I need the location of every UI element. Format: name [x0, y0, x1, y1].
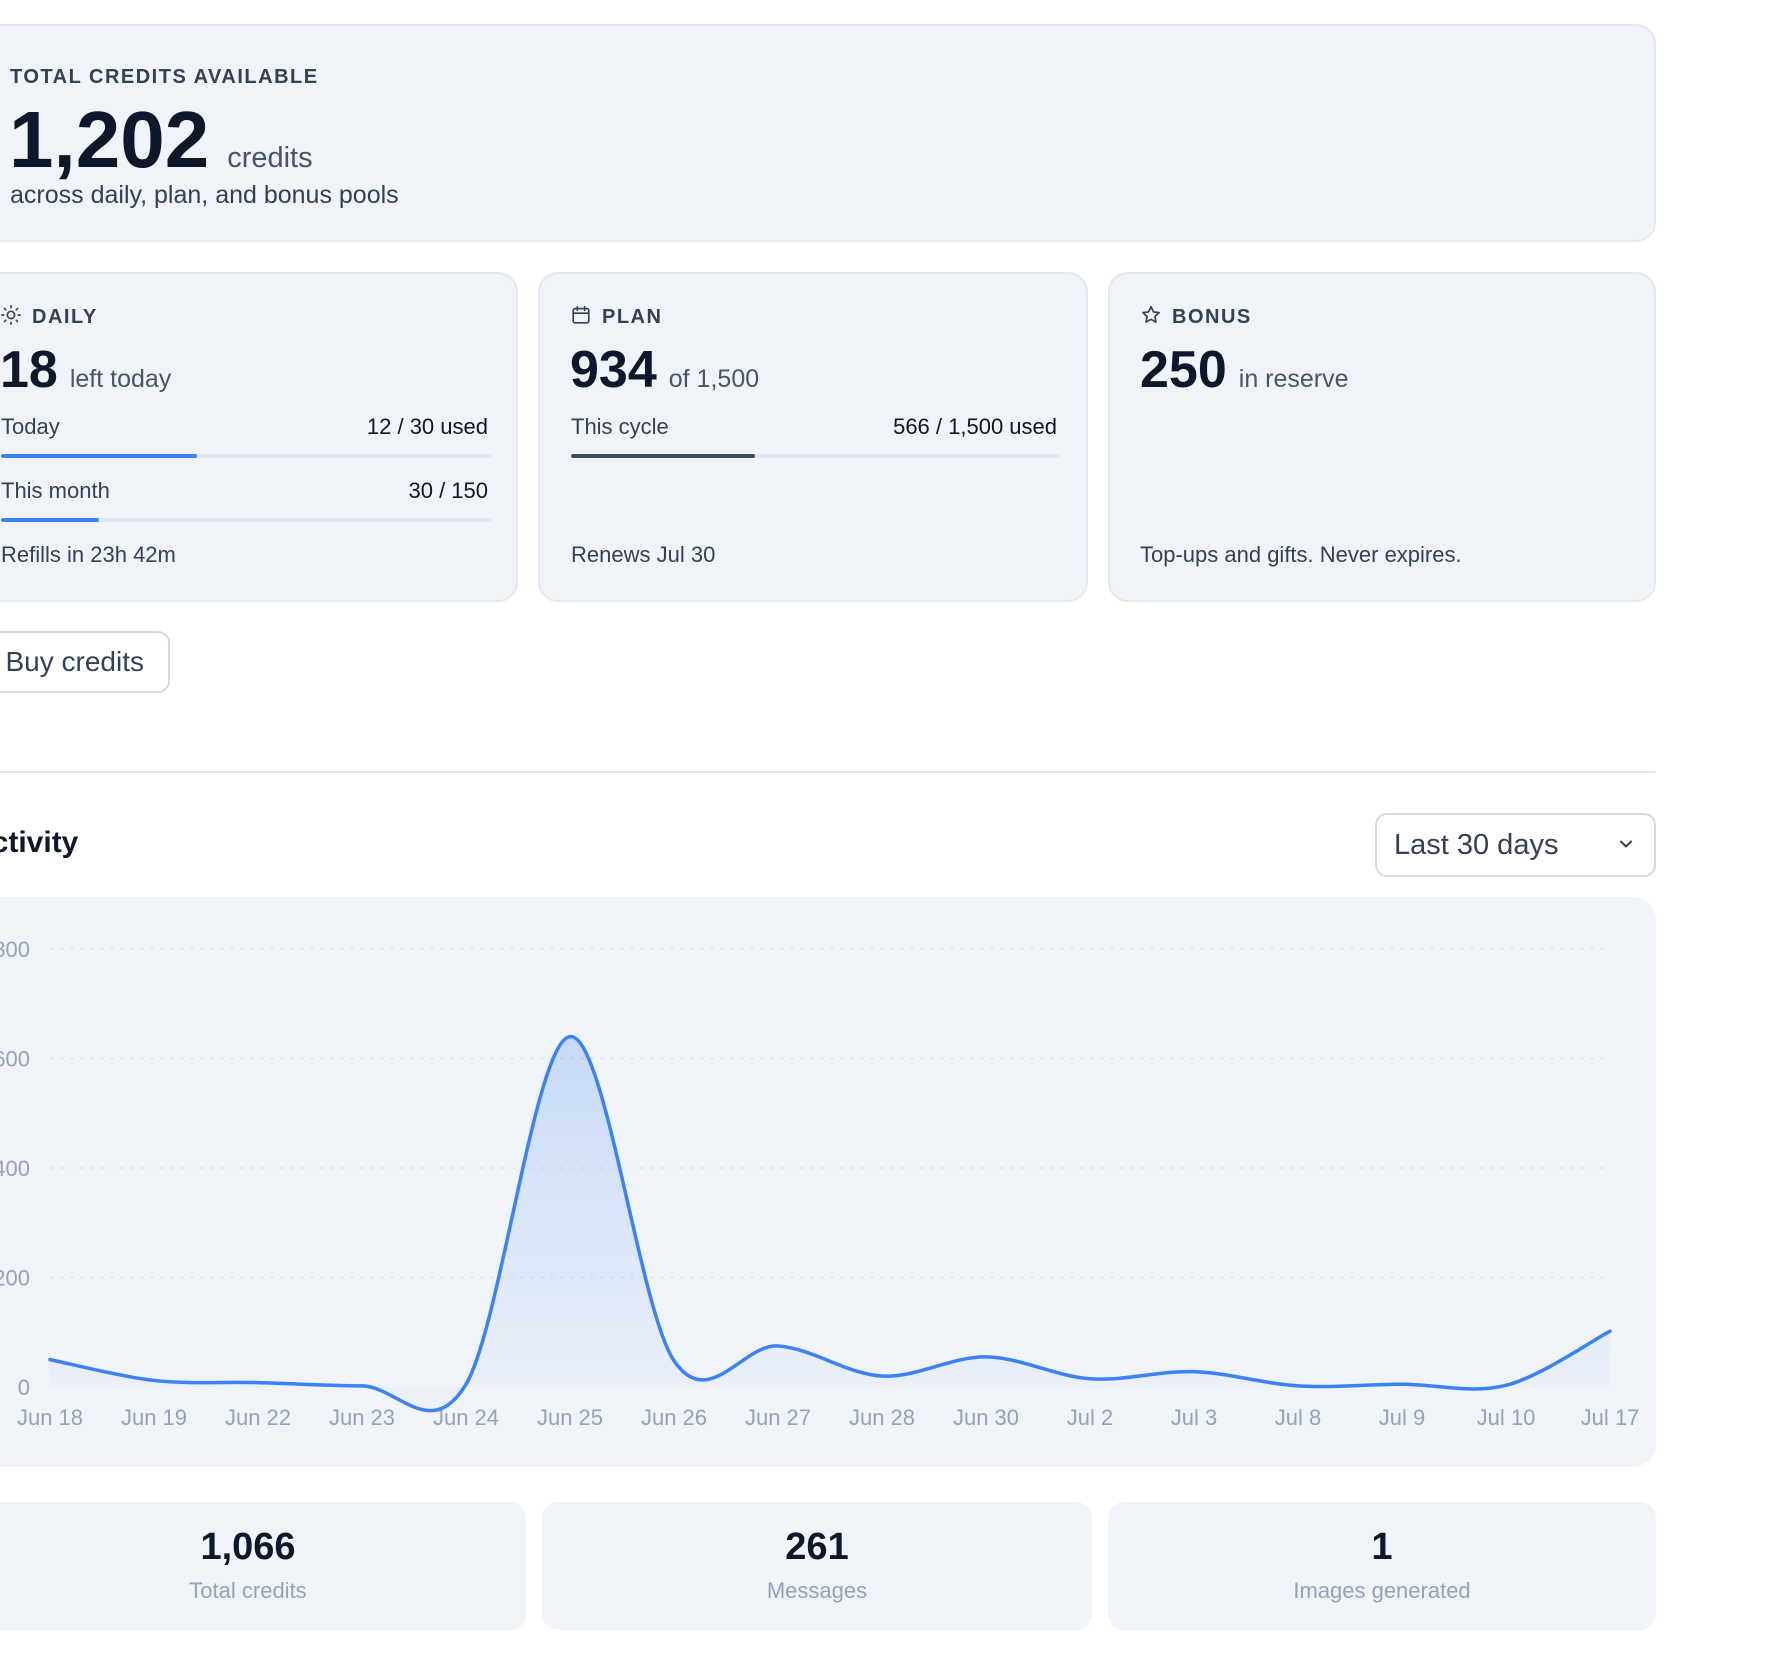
plan-value: 934: [570, 341, 657, 399]
x-tick-label: Jun 23: [329, 1405, 395, 1430]
activity-chart: 0 200 400 600 800 Jun 18 Jun 19 Jun 22 Jun 23 Jun…: [0, 937, 1640, 1430]
daily-header: DAILY: [0, 304, 98, 331]
star-icon: [1140, 304, 1162, 331]
stat-images-generated-label: Images generated: [1293, 1578, 1471, 1603]
total-credits-subtitle: across daily, plan, and bonus pools: [10, 181, 399, 209]
calendar-icon: [570, 304, 592, 331]
x-tick-label: Jun 22: [225, 1405, 291, 1430]
daily-today-progress-fill: [1, 454, 198, 458]
stat-messages-value: 261: [785, 1526, 849, 1568]
total-credits-unit: credits: [227, 142, 313, 174]
plan-unit: of 1,500: [668, 365, 760, 393]
daily-today-progress: [1, 454, 492, 458]
y-tick-label: 0: [18, 1375, 30, 1400]
bonus-footer: Top-ups and gifts. Never expires.: [1140, 542, 1462, 567]
plan-label: PLAN: [602, 306, 663, 328]
x-tick-label: Jun 25: [537, 1405, 603, 1430]
bonus-figure: 250 in reserve: [1140, 340, 1349, 400]
x-tick-label: Jul 10: [1477, 1405, 1536, 1430]
sun-icon: [0, 304, 22, 331]
plan-cycle-value: 566 / 1,500 used: [893, 414, 1057, 439]
activity-title: Activity: [0, 826, 79, 859]
stat-total-credits-value: 1,066: [200, 1526, 296, 1568]
plan-cycle-label: This cycle: [571, 414, 669, 439]
daily-month-progress-fill: [1, 518, 100, 522]
x-tick-label: Jun 26: [641, 1405, 707, 1430]
x-tick-label: Jun 19: [121, 1405, 187, 1430]
buy-credits-button[interactable]: Buy credits: [0, 631, 170, 693]
x-tick-label: Jul 3: [1171, 1405, 1217, 1430]
y-tick-label: 600: [0, 1047, 30, 1072]
chevron-down-icon: [1616, 829, 1636, 862]
plan-cycle-progress-fill: [571, 454, 755, 458]
daily-value: 18: [0, 341, 58, 399]
total-credits-value: 1,202: [9, 95, 210, 184]
total-credits-figure: 1,202 credits: [9, 94, 313, 186]
stat-messages-label: Messages: [766, 1578, 868, 1603]
daily-footer: Refills in 23h 42m: [1, 542, 176, 567]
daily-today-value: 12 / 30 used: [366, 414, 488, 439]
range-select-value: Last 30 days: [1394, 828, 1559, 861]
bonus-pool-card: BONUS 250 in reserve Top-ups and gifts. …: [1108, 272, 1656, 602]
x-tick-label: Jun 30: [953, 1405, 1019, 1430]
plan-footer: Renews Jul 30: [571, 542, 716, 567]
x-tick-label: Jun 28: [849, 1405, 915, 1430]
daily-month-progress: [1, 518, 492, 522]
total-credits-label: TOTAL CREDITS AVAILABLE: [10, 66, 319, 88]
bonus-label: BONUS: [1172, 306, 1252, 328]
total-credits-card: TOTAL CREDITS AVAILABLE 1,202 credits ac…: [0, 24, 1656, 242]
plan-cycle-progress: [571, 454, 1059, 458]
stat-messages: 261 Messages: [542, 1502, 1092, 1630]
y-tick-label: 400: [0, 1156, 30, 1181]
stat-images-generated-value: 1: [1371, 1526, 1393, 1568]
plan-header: PLAN: [570, 304, 662, 331]
bonus-unit: in reserve: [1238, 365, 1349, 393]
x-tick-label: Jun 18: [17, 1405, 83, 1430]
bonus-value: 250: [1140, 341, 1227, 399]
buy-credits-label: Buy credits: [5, 646, 145, 677]
x-tick-label: Jul 2: [1067, 1405, 1113, 1430]
series-line: [48, 1034, 1612, 1413]
x-tick-label: Jul 9: [1379, 1405, 1425, 1430]
series-area: [50, 1036, 1610, 1411]
daily-figure: 18 left today: [0, 340, 171, 400]
stat-total-credits-label: Total credits: [189, 1578, 307, 1603]
daily-label: DAILY: [32, 306, 98, 328]
daily-today-label: Today: [1, 414, 60, 439]
y-tick-label: 800: [0, 937, 30, 962]
bonus-header: BONUS: [1140, 304, 1252, 331]
x-tick-label: Jul 8: [1275, 1405, 1321, 1430]
activity-chart-card: 0 200 400 600 800 Jun 18 Jun 19 Jun 22 Jun 23 Jun…: [0, 897, 1656, 1467]
stat-images-generated: 1 Images generated: [1108, 1502, 1656, 1630]
section-divider: [0, 771, 1656, 773]
x-tick-label: Jun 27: [745, 1405, 811, 1430]
plan-pool-card: PLAN 934 of 1,500 This cycle 566 / 1,500…: [538, 272, 1088, 602]
daily-month-value: 30 / 150: [408, 478, 488, 503]
daily-pool-card: DAILY 18 left today Today 12 / 30 used T…: [0, 272, 518, 602]
daily-month-label: This month: [1, 478, 110, 503]
plan-figure: 934 of 1,500: [570, 340, 759, 400]
x-tick-label: Jul 17: [1581, 1405, 1640, 1430]
y-tick-label: 200: [0, 1266, 30, 1291]
range-select[interactable]: Last 30 days: [1375, 813, 1656, 877]
stat-total-credits: 1,066 Total credits: [0, 1502, 526, 1630]
daily-unit: left today: [69, 365, 172, 393]
